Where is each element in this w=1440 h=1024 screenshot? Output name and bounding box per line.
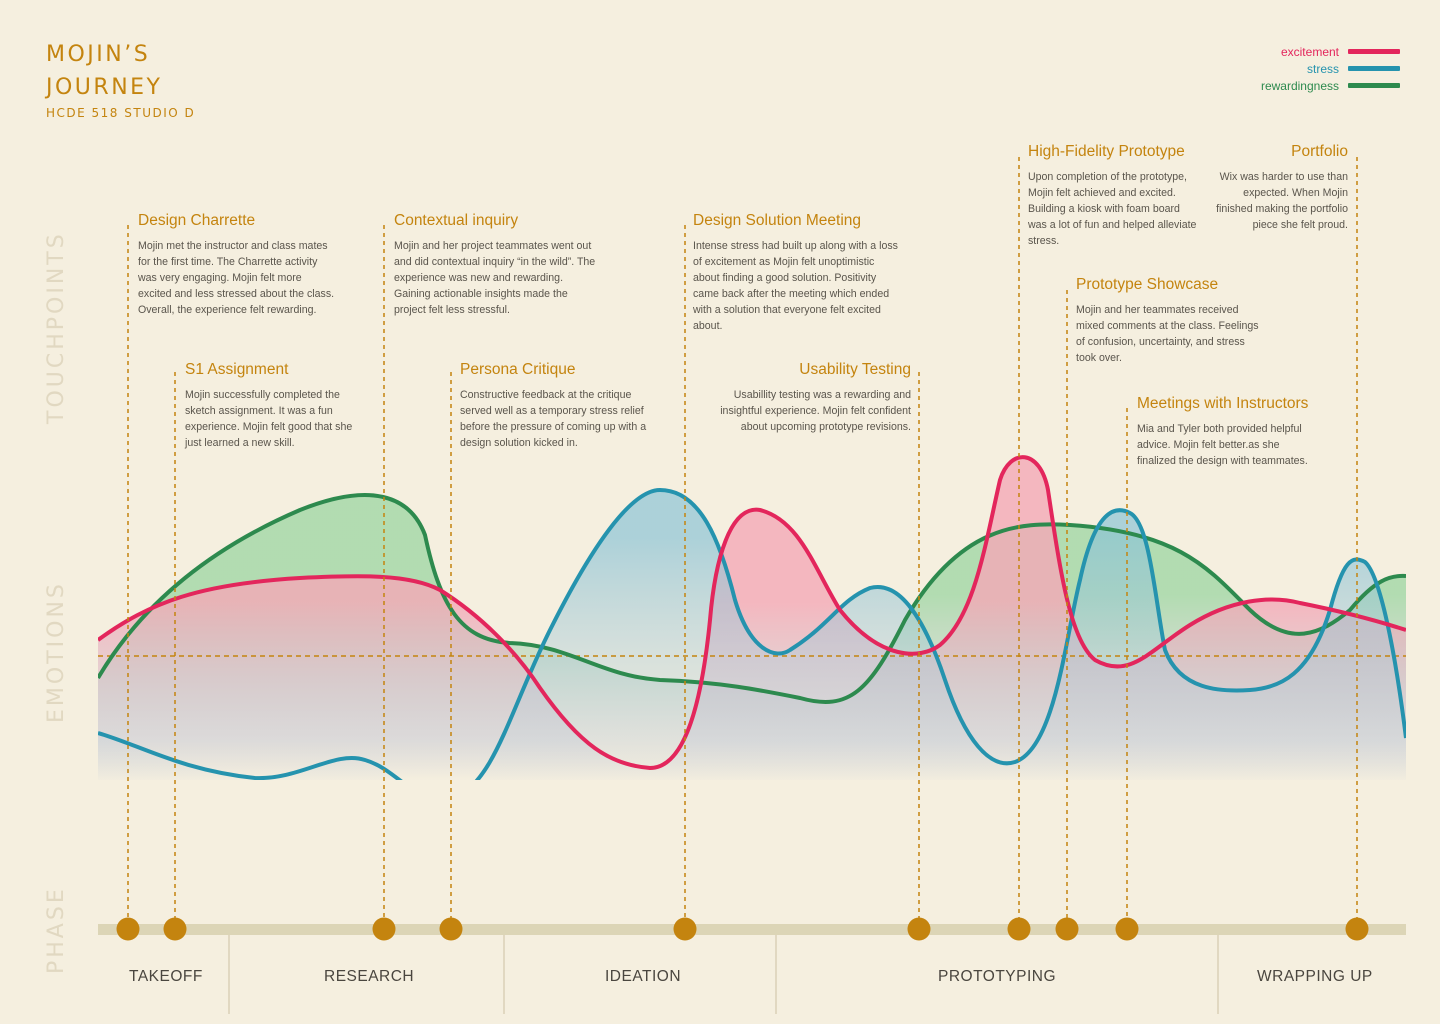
touchpoint-meetings-with-instructors[interactable]: Meetings with Instructors Mia and Tyler … bbox=[1137, 395, 1369, 469]
touchpoint-title: Meetings with Instructors bbox=[1137, 395, 1309, 412]
emotion-curves bbox=[98, 455, 1406, 780]
touchpoint-dot-design-solution-meeting[interactable] bbox=[673, 917, 697, 941]
touchpoint-description: Mojin and her project teammates went out… bbox=[394, 240, 596, 316]
touchpoint-s1-assignment[interactable]: S1 Assignment Mojin successfully complet… bbox=[185, 361, 417, 451]
page-title: MOJIN’S JOURNEY bbox=[46, 38, 163, 104]
touchpoint-title: Design Solution Meeting bbox=[693, 212, 862, 229]
phase-wrapping-up: WRAPPING UP bbox=[1257, 968, 1373, 985]
legend-label: rewardingness bbox=[1260, 78, 1339, 93]
phase-dividers bbox=[228, 935, 1219, 1014]
touchpoint-dot-contextual-inquiry[interactable] bbox=[372, 917, 396, 941]
stress-area bbox=[98, 490, 1406, 780]
touchpoint-dot-persona-critique[interactable] bbox=[439, 917, 463, 941]
touchpoint-dots bbox=[116, 917, 1369, 941]
stress-line bbox=[98, 487, 1406, 780]
touchpoint-dot-usability-testing[interactable] bbox=[907, 917, 931, 941]
touchpoint-title: Design Charrette bbox=[138, 212, 256, 229]
touchpoint-dot-prototype-showcase[interactable] bbox=[1055, 917, 1079, 941]
touchpoint-title: Portfolio bbox=[1291, 143, 1348, 160]
phase-track bbox=[98, 924, 1406, 935]
touchpoint-description: Intense stress had built up along with a… bbox=[693, 240, 898, 332]
touchpoint-title: Persona Critique bbox=[460, 361, 576, 378]
legend-label: excitement bbox=[1280, 44, 1339, 59]
touchpoint-dot-portfolio[interactable] bbox=[1345, 917, 1369, 941]
touchpoint-title: Prototype Showcase bbox=[1076, 276, 1219, 293]
legend-item-stress: stress bbox=[1261, 60, 1400, 77]
touchpoint-description: Mojin and her teammates received mixed c… bbox=[1076, 304, 1259, 364]
legend-swatch bbox=[1348, 49, 1400, 54]
page-subtitle: HCDE 518 STUDIO D bbox=[46, 106, 196, 120]
legend-swatch bbox=[1348, 66, 1400, 71]
touchpoint-dot-s1-assignment[interactable] bbox=[163, 917, 187, 941]
touchpoint-dot-meetings-with-instructors[interactable] bbox=[1115, 917, 1139, 941]
touchpoint-design-charrette[interactable]: Design Charrette Mojin met the instructo… bbox=[138, 212, 370, 318]
title-line: JOURNEY bbox=[46, 75, 163, 100]
touchpoints-label: TOUCHPOINTS bbox=[44, 231, 69, 424]
touchpoint-description: Mojin met the instructor and class mates… bbox=[138, 240, 335, 316]
touchpoint-prototype-showcase[interactable]: Prototype Showcase Mojin and her teammat… bbox=[1076, 276, 1308, 366]
touchpoint-portfolio[interactable]: Portfolio Wix was harder to use than exp… bbox=[1196, 143, 1348, 233]
touchpoint-contextual-inquiry[interactable]: Contextual inquiry Mojin and her project… bbox=[394, 212, 626, 318]
touchpoint-title: S1 Assignment bbox=[185, 361, 289, 378]
phase-research: RESEARCH bbox=[324, 968, 415, 985]
touchpoint-dot-design-charrette[interactable] bbox=[116, 917, 140, 941]
touchpoint-description: Wix was harder to use than expected. Whe… bbox=[1216, 171, 1348, 231]
touchpoint-usability-testing[interactable]: Usability Testing Usabillity testing was… bbox=[677, 361, 911, 435]
legend-item-rewardingness: rewardingness bbox=[1261, 77, 1400, 94]
touchpoint-title: Contextual inquiry bbox=[394, 212, 519, 229]
touchpoint-dot-high-fidelity-prototype[interactable] bbox=[1007, 917, 1031, 941]
legend-swatch bbox=[1348, 83, 1400, 88]
touchpoint-high-fidelity-prototype[interactable]: High-Fidelity Prototype Upon completion … bbox=[1028, 143, 1260, 249]
legend: excitement stress rewardingness bbox=[1261, 43, 1400, 94]
touchpoint-title: High-Fidelity Prototype bbox=[1028, 143, 1185, 160]
legend-label: stress bbox=[1306, 61, 1339, 76]
phase-prototyping: PROTOTYPING bbox=[938, 968, 1057, 985]
touchpoint-description: Constructive feedback at the critique se… bbox=[460, 389, 647, 449]
phase-label: PHASE bbox=[44, 886, 69, 974]
title-line: MOJIN’S bbox=[46, 42, 151, 67]
emotions-label: EMOTIONS bbox=[44, 581, 69, 723]
legend-item-excitement: excitement bbox=[1261, 43, 1400, 60]
touchpoint-description: Mia and Tyler both provided helpful advi… bbox=[1137, 423, 1308, 467]
touchpoint-design-solution-meeting[interactable]: Design Solution Meeting Intense stress h… bbox=[693, 212, 925, 334]
rewardingness-line bbox=[98, 493, 1406, 704]
touchpoint-title: Usability Testing bbox=[799, 361, 911, 378]
phase-ideation: IDEATION bbox=[605, 968, 682, 985]
touchpoint-description: Usabillity testing was a rewarding and i… bbox=[720, 389, 911, 433]
touchpoint-description: Upon completion of the prototype, Mojin … bbox=[1028, 171, 1197, 247]
touchpoint-persona-critique[interactable]: Persona Critique Constructive feedback a… bbox=[460, 361, 692, 451]
touchpoint-description: Mojin successfully completed the sketch … bbox=[185, 389, 353, 449]
phase-takeoff: TAKEOFF bbox=[129, 968, 203, 985]
touchpoint-lines bbox=[127, 157, 1358, 922]
